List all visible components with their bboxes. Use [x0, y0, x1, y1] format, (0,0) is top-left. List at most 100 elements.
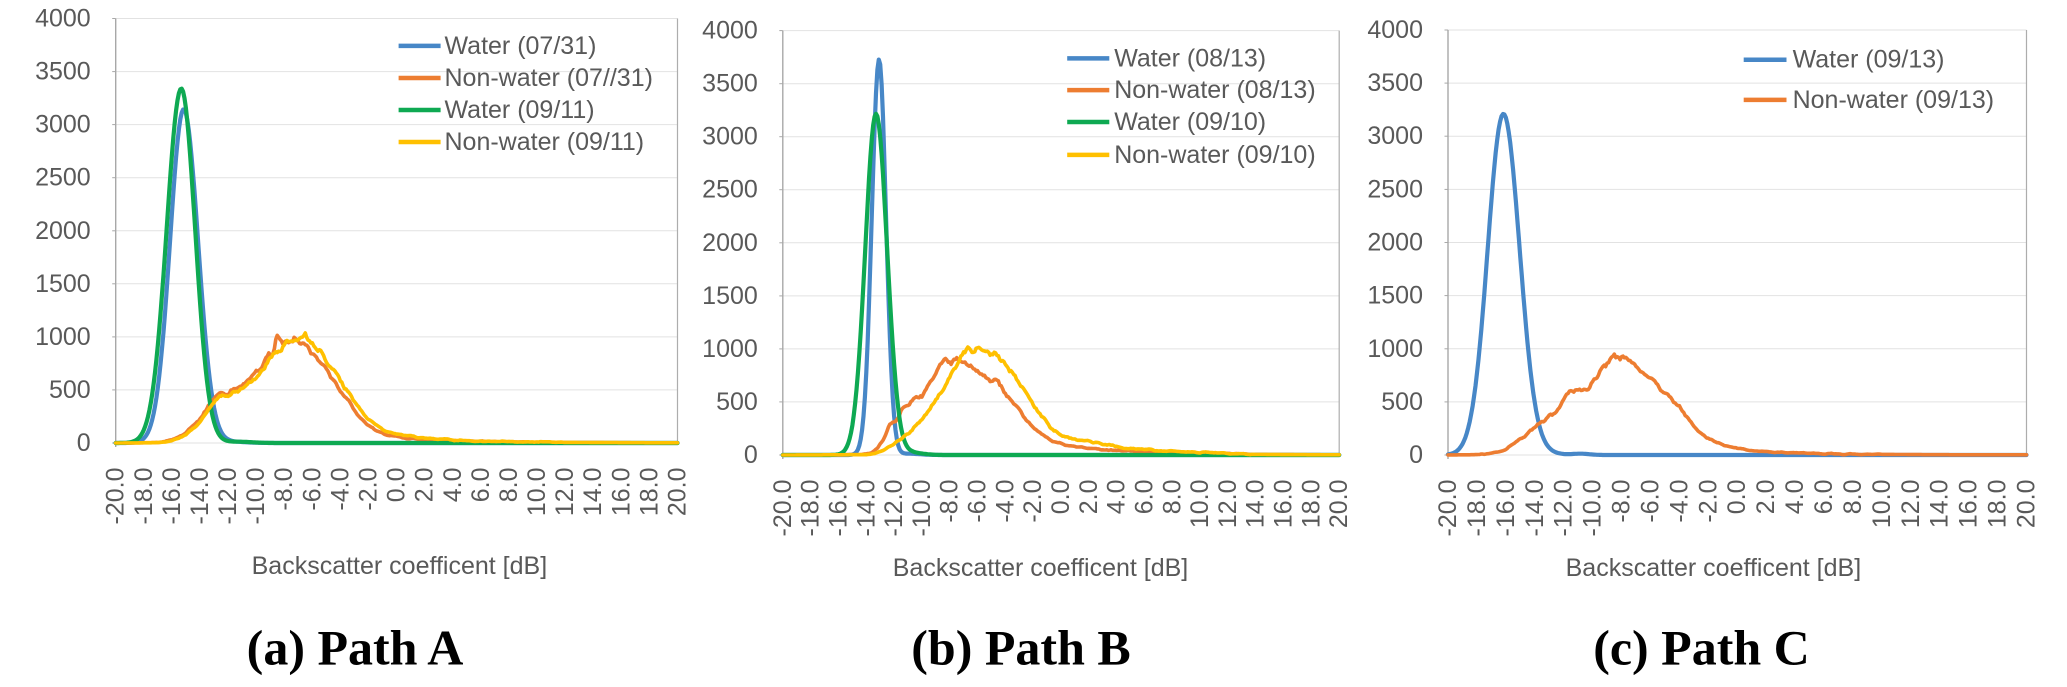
svg-text:6.0: 6.0: [467, 468, 495, 503]
svg-text:2000: 2000: [702, 229, 758, 257]
svg-text:-12.0: -12.0: [214, 468, 242, 525]
svg-text:4000: 4000: [35, 5, 91, 33]
svg-text:Water (09/13): Water (09/13): [1793, 46, 1945, 74]
svg-text:14.0: 14.0: [579, 468, 607, 517]
svg-text:-20.0: -20.0: [102, 468, 130, 525]
svg-text:-10.0: -10.0: [908, 480, 936, 537]
svg-text:10.0: 10.0: [1186, 480, 1214, 529]
svg-text:16.0: 16.0: [607, 468, 635, 517]
svg-text:1000: 1000: [702, 335, 758, 363]
svg-text:-8.0: -8.0: [270, 468, 298, 511]
svg-text:-2.0: -2.0: [355, 468, 383, 511]
svg-text:-14.0: -14.0: [1521, 480, 1549, 537]
svg-text:3000: 3000: [1367, 122, 1423, 150]
svg-text:Water (08/13): Water (08/13): [1114, 44, 1266, 72]
svg-text:-18.0: -18.0: [797, 480, 825, 537]
svg-text:4.0: 4.0: [439, 468, 467, 503]
svg-text:Backscatter coefficent [dB]: Backscatter coefficent [dB]: [252, 552, 548, 580]
svg-text:(b) Path B: (b) Path B: [911, 620, 1130, 676]
svg-text:1000: 1000: [35, 323, 91, 351]
svg-text:6.0: 6.0: [1131, 480, 1159, 515]
svg-text:-12.0: -12.0: [880, 480, 908, 537]
svg-text:500: 500: [716, 388, 758, 416]
svg-text:6.0: 6.0: [1810, 480, 1838, 515]
svg-text:Water (07/31): Water (07/31): [445, 32, 597, 60]
svg-text:500: 500: [1381, 388, 1423, 416]
svg-text:-6.0: -6.0: [1637, 480, 1665, 523]
svg-text:(a) Path A: (a) Path A: [247, 620, 464, 676]
svg-text:-4.0: -4.0: [326, 468, 354, 511]
svg-text:12.0: 12.0: [1897, 480, 1925, 529]
svg-text:-6.0: -6.0: [964, 480, 992, 523]
svg-text:-10.0: -10.0: [242, 468, 270, 525]
svg-text:-4.0: -4.0: [1665, 480, 1693, 523]
svg-text:500: 500: [49, 376, 91, 404]
svg-text:2.0: 2.0: [411, 468, 439, 503]
svg-text:8.0: 8.0: [495, 468, 523, 503]
svg-text:20.0: 20.0: [664, 468, 692, 517]
svg-text:10.0: 10.0: [1868, 480, 1896, 529]
svg-text:-10.0: -10.0: [1579, 480, 1607, 537]
svg-text:-20.0: -20.0: [769, 480, 797, 537]
svg-text:2.0: 2.0: [1075, 480, 1103, 515]
svg-text:-20.0: -20.0: [1434, 480, 1462, 537]
svg-text:20.0: 20.0: [1325, 480, 1353, 529]
svg-text:4.0: 4.0: [1103, 480, 1131, 515]
svg-text:16.0: 16.0: [1270, 480, 1298, 529]
svg-text:4000: 4000: [1367, 16, 1423, 44]
svg-text:Backscatter coefficent [dB]: Backscatter coefficent [dB]: [893, 554, 1189, 582]
svg-text:0.0: 0.0: [1723, 480, 1751, 515]
svg-text:-4.0: -4.0: [991, 480, 1019, 523]
svg-text:Non-water (08/13): Non-water (08/13): [1114, 76, 1315, 104]
svg-text:3000: 3000: [35, 111, 91, 139]
svg-text:8.0: 8.0: [1839, 480, 1867, 515]
svg-text:0.0: 0.0: [383, 468, 411, 503]
svg-text:-12.0: -12.0: [1550, 480, 1578, 537]
svg-text:0: 0: [77, 429, 91, 457]
svg-text:18.0: 18.0: [635, 468, 663, 517]
svg-text:-2.0: -2.0: [1019, 480, 1047, 523]
svg-text:12.0: 12.0: [551, 468, 579, 517]
svg-text:1000: 1000: [1367, 335, 1423, 363]
svg-text:-18.0: -18.0: [130, 468, 158, 525]
svg-text:-8.0: -8.0: [1608, 480, 1636, 523]
svg-text:(c) Path C: (c) Path C: [1593, 620, 1810, 676]
svg-text:2500: 2500: [1367, 175, 1423, 203]
svg-text:Non-water (07//31): Non-water (07//31): [445, 64, 653, 92]
svg-text:4000: 4000: [702, 17, 758, 45]
svg-text:Non-water (09/10): Non-water (09/10): [1114, 141, 1315, 169]
svg-text:18.0: 18.0: [1297, 480, 1325, 529]
svg-text:14.0: 14.0: [1926, 480, 1954, 529]
svg-text:-14.0: -14.0: [852, 480, 880, 537]
svg-text:0: 0: [744, 441, 758, 469]
svg-text:1500: 1500: [1367, 282, 1423, 310]
svg-text:1500: 1500: [702, 282, 758, 310]
svg-text:0: 0: [1409, 441, 1423, 469]
svg-text:16.0: 16.0: [1955, 480, 1983, 529]
svg-text:1500: 1500: [35, 270, 91, 298]
svg-text:Non-water (09/11): Non-water (09/11): [445, 128, 645, 156]
svg-text:0.0: 0.0: [1047, 480, 1075, 515]
svg-text:20.0: 20.0: [2013, 480, 2041, 529]
svg-text:2.0: 2.0: [1752, 480, 1780, 515]
svg-text:2000: 2000: [1367, 229, 1423, 257]
svg-text:Non-water (09/13): Non-water (09/13): [1793, 86, 1994, 114]
svg-text:Water (09/11): Water (09/11): [445, 96, 595, 124]
svg-text:3000: 3000: [702, 123, 758, 151]
svg-text:3500: 3500: [702, 70, 758, 98]
svg-text:-14.0: -14.0: [186, 468, 214, 525]
svg-text:Backscatter coefficent [dB]: Backscatter coefficent [dB]: [1566, 554, 1862, 582]
svg-text:-16.0: -16.0: [1492, 480, 1520, 537]
svg-text:12.0: 12.0: [1214, 480, 1242, 529]
svg-text:2000: 2000: [35, 217, 91, 245]
svg-text:10.0: 10.0: [523, 468, 551, 517]
svg-text:8.0: 8.0: [1158, 480, 1186, 515]
svg-text:Water (09/10): Water (09/10): [1114, 108, 1266, 136]
svg-text:2500: 2500: [35, 164, 91, 192]
svg-text:-16.0: -16.0: [158, 468, 186, 525]
svg-text:4.0: 4.0: [1781, 480, 1809, 515]
svg-text:14.0: 14.0: [1242, 480, 1270, 529]
svg-text:2500: 2500: [702, 176, 758, 204]
svg-text:3500: 3500: [35, 58, 91, 86]
svg-text:-2.0: -2.0: [1694, 480, 1722, 523]
